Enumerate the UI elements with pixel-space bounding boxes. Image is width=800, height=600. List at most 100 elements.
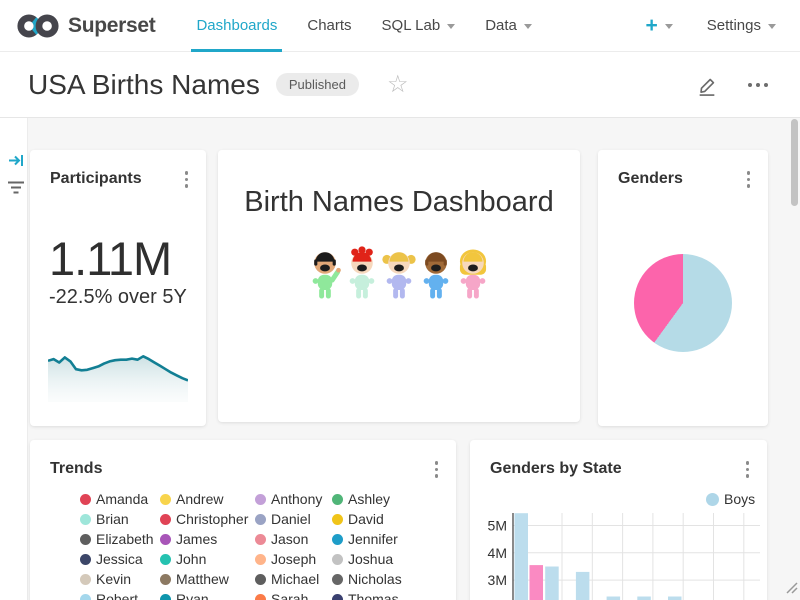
legend-item-christopher[interactable]: Christopher — [160, 511, 255, 527]
legend-item-nicholas[interactable]: Nicholas — [332, 571, 427, 587]
legend-label: Boys — [724, 491, 755, 507]
nav-item-dashboards[interactable]: Dashboards — [181, 0, 292, 52]
legend-dot — [80, 594, 91, 600]
legend-dot — [706, 493, 719, 506]
participants-sparkline-chart — [48, 344, 188, 402]
legend-dot — [160, 554, 171, 565]
legend-item-sarah[interactable]: Sarah — [255, 591, 332, 600]
markdown-heading: Birth Names Dashboard — [218, 186, 580, 219]
bar-boys[interactable] — [576, 572, 590, 600]
genders-pie-chart[interactable] — [634, 254, 732, 352]
superset-logo[interactable]: Superset — [16, 11, 155, 41]
expand-filters-icon[interactable] — [8, 152, 25, 169]
legend-item-andrew[interactable]: Andrew — [160, 491, 255, 507]
legend-item-amanda[interactable]: Amanda — [80, 491, 160, 507]
nav-item-sql-lab[interactable]: SQL Lab — [367, 0, 471, 52]
legend-item-boys[interactable]: Boys — [706, 491, 755, 507]
kid-red-hair-mint-icon — [344, 241, 380, 303]
edit-pencil-icon[interactable] — [696, 73, 718, 97]
kebab-menu-icon[interactable] — [742, 459, 754, 480]
chevron-down-icon — [665, 24, 673, 29]
legend-label: James — [176, 531, 217, 547]
legend-item-joseph[interactable]: Joseph — [255, 551, 332, 567]
legend-item-joshua[interactable]: Joshua — [332, 551, 427, 567]
resize-handle-icon[interactable] — [783, 579, 798, 594]
title-actions — [696, 73, 772, 97]
legend-label: Anthony — [271, 491, 322, 507]
legend-item-matthew[interactable]: Matthew — [160, 571, 255, 587]
new-item-button[interactable]: + — [646, 15, 673, 36]
bar-boys[interactable] — [515, 513, 529, 600]
legend-item-jason[interactable]: Jason — [255, 531, 332, 547]
legend-item-jessica[interactable]: Jessica — [80, 551, 160, 567]
legend-dot — [80, 574, 91, 585]
chevron-down-icon — [524, 24, 532, 29]
legend-label: Jessica — [96, 551, 143, 567]
kebab-menu-icon[interactable] — [743, 169, 755, 190]
legend-dot — [255, 534, 266, 545]
legend-item-david[interactable]: David — [332, 511, 427, 527]
bar-boys[interactable] — [545, 567, 559, 600]
more-actions-icon[interactable] — [744, 79, 772, 91]
bar-girls[interactable] — [530, 565, 544, 600]
favorite-star-icon[interactable]: ☆ — [387, 73, 409, 97]
legend-dot — [160, 574, 171, 585]
kebab-menu-icon[interactable] — [181, 169, 193, 190]
legend-dot — [332, 574, 343, 585]
nav-item-label: Dashboards — [196, 17, 277, 34]
legend-dot — [80, 554, 91, 565]
big-number-value: 1.11M — [49, 234, 206, 283]
kebab-menu-icon[interactable] — [431, 459, 443, 480]
legend-item-ryan[interactable]: Ryan — [160, 591, 255, 600]
legend-label: Robert — [96, 591, 138, 600]
legend-label: Jason — [271, 531, 308, 547]
legend-item-john[interactable]: John — [160, 551, 255, 567]
legend-item-michael[interactable]: Michael — [255, 571, 332, 587]
legend-dot — [80, 534, 91, 545]
legend-item-jennifer[interactable]: Jennifer — [332, 531, 427, 547]
nav-item-data[interactable]: Data — [470, 0, 547, 52]
bar-boys[interactable] — [607, 597, 621, 600]
genders-by-state-bar-chart: 5M4M3M — [470, 506, 767, 600]
legend-label: Sarah — [271, 591, 308, 600]
legend-dot — [255, 494, 266, 505]
legend-item-james[interactable]: James — [160, 531, 255, 547]
kid-brown-hair-blue-icon — [418, 241, 454, 303]
settings-label: Settings — [707, 17, 761, 34]
legend-dot — [332, 494, 343, 505]
legend-item-daniel[interactable]: Daniel — [255, 511, 332, 527]
legend-dot — [255, 514, 266, 525]
nav-item-label: SQL Lab — [382, 17, 441, 34]
legend-item-kevin[interactable]: Kevin — [80, 571, 160, 587]
nav-item-charts[interactable]: Charts — [292, 0, 366, 52]
scrollbar-thumb[interactable] — [791, 119, 798, 206]
status-badge[interactable]: Published — [276, 73, 359, 96]
legend-dot — [160, 594, 171, 600]
legend-item-ashley[interactable]: Ashley — [332, 491, 427, 507]
legend-item-anthony[interactable]: Anthony — [255, 491, 332, 507]
legend-dot — [332, 554, 343, 565]
legend-label: Nicholas — [348, 571, 402, 587]
legend-item-robert[interactable]: Robert — [80, 591, 160, 600]
filter-list-icon[interactable] — [7, 180, 25, 195]
kid-blonde-bob-pink-icon — [455, 241, 491, 303]
legend-label: Christopher — [176, 511, 248, 527]
settings-menu[interactable]: Settings — [707, 17, 776, 34]
legend-label: Elizabeth — [96, 531, 154, 547]
bar-boys[interactable] — [668, 597, 682, 600]
legend-label: John — [176, 551, 206, 567]
legend-item-brian[interactable]: Brian — [80, 511, 160, 527]
legend-dot — [332, 594, 343, 600]
nav-item-label: Charts — [307, 17, 351, 34]
legend-dot — [160, 534, 171, 545]
bar-boys[interactable] — [637, 597, 651, 600]
legend-label: Ryan — [176, 591, 209, 600]
legend-dot — [255, 594, 266, 600]
legend-item-elizabeth[interactable]: Elizabeth — [80, 531, 160, 547]
legend-dot — [332, 514, 343, 525]
kid-blonde-pigtails-purple-icon — [381, 241, 417, 303]
legend-item-thomas[interactable]: Thomas — [332, 591, 427, 600]
card-title: Genders — [618, 170, 683, 188]
legend-label: Ashley — [348, 491, 390, 507]
main-nav: Dashboards Charts SQL Lab Data — [181, 0, 546, 52]
